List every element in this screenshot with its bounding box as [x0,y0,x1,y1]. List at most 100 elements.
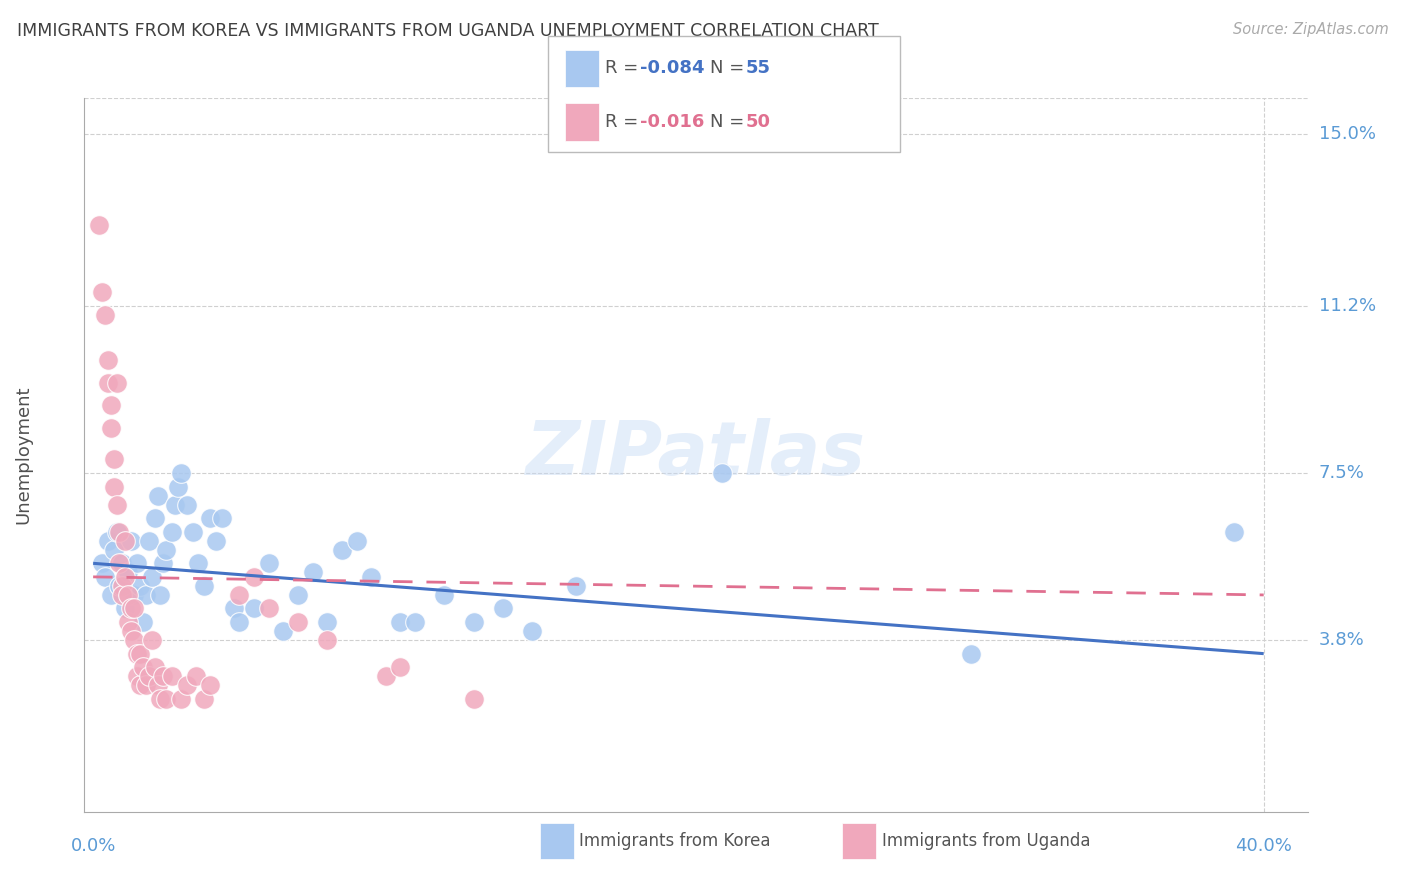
Point [184,669,207,683]
Point [170,691,193,706]
Point [155,542,177,557]
Point [160,669,183,683]
Point [187,557,209,571]
Point [273,624,295,638]
Point [149,588,172,602]
Point [103,542,125,557]
Point [141,570,163,584]
Point [193,579,215,593]
Point [97,353,120,368]
Point [97,376,120,390]
Point [389,615,412,629]
Point [120,624,142,638]
Point [287,615,309,629]
Text: N =: N = [710,113,749,131]
Point [330,542,353,557]
Point [122,601,145,615]
Text: Unemployment: Unemployment [14,385,32,524]
Text: R =: R = [605,113,644,131]
Point [120,601,142,615]
Point [111,557,134,571]
Text: 55: 55 [745,60,770,78]
Point [193,691,215,706]
Point [117,588,139,602]
Text: Immigrants from Korea: Immigrants from Korea [579,832,770,850]
Point [94,570,117,584]
Point [125,557,148,571]
Point [108,557,131,571]
Point [492,601,515,615]
Point [100,398,122,412]
Point [155,691,177,706]
Point [316,615,339,629]
Text: 7.5%: 7.5% [1319,464,1365,482]
Point [90,285,112,300]
Point [138,533,160,548]
Point [257,557,280,571]
Point [111,579,134,593]
Point [301,566,323,580]
Text: IMMIGRANTS FROM KOREA VS IMMIGRANTS FROM UGANDA UNEMPLOYMENT CORRELATION CHART: IMMIGRANTS FROM KOREA VS IMMIGRANTS FROM… [17,22,879,40]
Point [129,678,152,692]
Point [165,498,187,512]
Point [181,524,204,539]
Point [1223,524,1246,539]
Point [103,452,125,467]
Point [120,533,142,548]
Text: 50: 50 [745,113,770,131]
Point [152,557,174,571]
Point [138,669,160,683]
Point [117,615,139,629]
Point [433,588,456,602]
Point [141,633,163,648]
Point [960,647,983,661]
Text: Source: ZipAtlas.com: Source: ZipAtlas.com [1233,22,1389,37]
Point [135,588,157,602]
Point [97,533,120,548]
Text: -0.016: -0.016 [640,113,704,131]
Point [122,633,145,648]
Text: R =: R = [605,60,644,78]
Text: Immigrants from Uganda: Immigrants from Uganda [882,832,1090,850]
Point [125,647,148,661]
Text: 40.0%: 40.0% [1236,837,1292,855]
Point [125,669,148,683]
Point [222,601,245,615]
Point [108,524,131,539]
Text: 11.2%: 11.2% [1319,297,1376,315]
Point [146,489,169,503]
Point [87,218,110,232]
Point [90,557,112,571]
Point [129,647,152,661]
Point [205,533,228,548]
Point [243,601,266,615]
Point [108,579,131,593]
Point [404,615,426,629]
Point [105,524,128,539]
Point [132,660,155,674]
Point [103,479,125,493]
Point [374,669,396,683]
Point [228,615,250,629]
Point [711,466,734,480]
Point [346,533,368,548]
Point [360,570,382,584]
Point [135,678,157,692]
Point [287,588,309,602]
Point [149,691,172,706]
Point [152,669,174,683]
Point [228,588,250,602]
Point [122,588,145,602]
Point [100,588,122,602]
Point [176,498,198,512]
Point [198,678,221,692]
Point [143,511,166,525]
Point [94,308,117,322]
Point [114,570,136,584]
Text: N =: N = [710,60,749,78]
Point [111,588,134,602]
Point [132,615,155,629]
Point [389,660,412,674]
Text: 15.0%: 15.0% [1319,125,1375,144]
Point [520,624,543,638]
